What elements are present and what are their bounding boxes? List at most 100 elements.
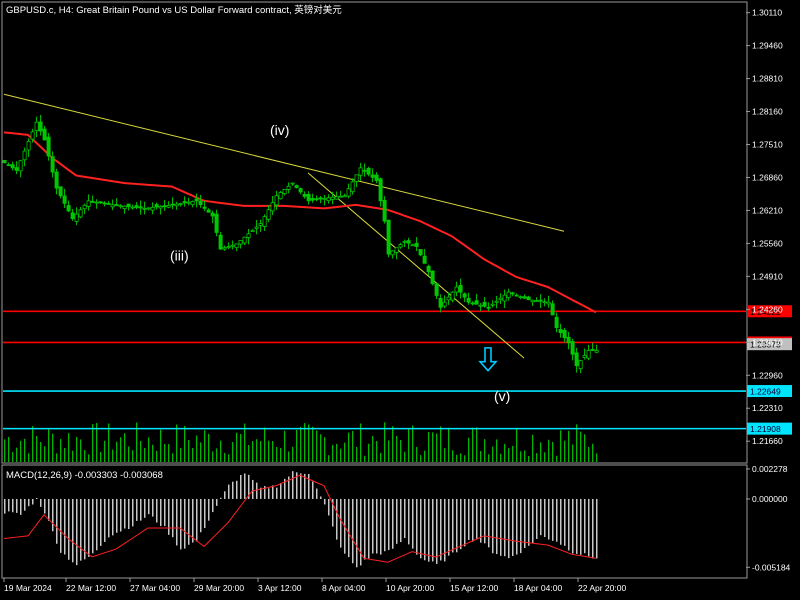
price-tick-label: 1.22960 <box>752 370 783 380</box>
candle-body <box>106 203 111 205</box>
volume-bar <box>192 447 194 462</box>
candle <box>362 163 367 177</box>
candle <box>398 242 403 249</box>
candle-body <box>158 205 163 209</box>
candle <box>298 187 303 195</box>
volume-bar <box>596 453 598 462</box>
volume-bar <box>416 447 418 462</box>
resistance-price-tag[interactable] <box>747 305 792 318</box>
trendline[interactable] <box>307 172 525 359</box>
macd-histogram-bar <box>328 498 330 516</box>
macd-histogram-bar <box>60 498 62 553</box>
candle-body <box>194 198 199 202</box>
candle-body <box>286 185 291 190</box>
candle <box>486 302 491 312</box>
candle-body <box>406 240 411 244</box>
macd-histogram-bar <box>424 498 426 561</box>
macd-histogram-bar <box>556 498 558 542</box>
macd-histogram-bar <box>8 498 10 512</box>
candle <box>54 168 59 195</box>
macd-histogram-bar <box>332 498 334 527</box>
candle-body <box>326 197 331 202</box>
candle <box>366 166 371 177</box>
volume-bar <box>420 455 422 462</box>
volume-bar <box>368 443 370 462</box>
candle <box>286 182 291 194</box>
candle <box>494 295 499 309</box>
candle-body <box>30 131 35 140</box>
support-price-tag[interactable] <box>747 385 792 398</box>
trendlines[interactable] <box>3 93 565 359</box>
candle <box>158 205 163 215</box>
candle <box>418 249 423 257</box>
candle-body <box>334 196 339 200</box>
volume-bar <box>28 453 30 462</box>
macd-histogram-bar <box>444 498 446 562</box>
candle <box>350 178 355 195</box>
candle-body <box>150 206 155 211</box>
current-price-tag[interactable] <box>747 338 792 351</box>
macd-histogram-bar <box>284 478 286 499</box>
support-price-tag[interactable] <box>747 422 792 435</box>
candle <box>46 133 51 161</box>
macd-histogram-bar <box>80 498 82 561</box>
candle-body <box>550 303 555 316</box>
macd-indicator <box>3 471 598 568</box>
macd-histogram-bar <box>48 498 50 521</box>
macd-histogram-bar <box>20 498 22 515</box>
candle <box>338 190 343 198</box>
time-tick-label: 3 Apr 12:00 <box>258 583 302 593</box>
candle-body <box>438 297 443 308</box>
macd-histogram-bar <box>308 474 310 499</box>
macd-histogram-bar <box>412 498 414 549</box>
wave-label: (v) <box>494 388 510 404</box>
macd-histogram-bar <box>304 473 306 499</box>
candle <box>142 201 147 215</box>
macd-histogram-bar <box>32 498 34 505</box>
candle <box>542 298 547 307</box>
macd-histogram-bar <box>440 498 442 561</box>
macd-histogram-bar <box>520 498 522 554</box>
volume-bar <box>44 446 46 462</box>
candle-body <box>34 121 39 131</box>
macd-histogram-bar <box>228 484 230 499</box>
candle-body <box>138 206 143 209</box>
macd-histogram-bar <box>336 498 338 540</box>
volume-bar <box>348 432 350 462</box>
candle <box>358 162 363 181</box>
candle <box>530 299 535 306</box>
candle-body <box>510 292 515 295</box>
price-axis[interactable]: 1.30110 1.29460 1.28810 1.28160 1.27510 1.268… <box>746 8 791 573</box>
macd-histogram-bar <box>552 498 554 541</box>
annotations: (iii) (iv) (v) <box>170 122 510 404</box>
candle <box>314 195 319 202</box>
volume-bar <box>60 439 62 462</box>
volume-bar <box>356 446 358 462</box>
time-axis[interactable]: 19 Mar 2024 22 Mar 12:00 27 Mar 04:00 29 Ma… <box>3 578 626 593</box>
candle-body <box>522 296 527 299</box>
volume-bar <box>336 443 338 462</box>
macd-histogram-bar <box>452 498 454 553</box>
candle-body <box>442 301 447 307</box>
trendline[interactable] <box>3 93 565 232</box>
macd-histogram-bar <box>532 498 534 544</box>
candle-body <box>434 283 439 296</box>
volume-bar <box>236 432 238 462</box>
candle-body <box>482 301 487 307</box>
candle-body <box>390 250 395 256</box>
candle <box>554 312 559 333</box>
macd-histogram-bar <box>428 498 430 562</box>
time-tick-label: 8 Apr 04:00 <box>322 583 366 593</box>
volume-bar <box>56 453 58 462</box>
candle-body <box>582 355 587 359</box>
macd-histogram-bar <box>204 498 206 528</box>
macd-histogram-bar <box>528 498 530 546</box>
candle <box>450 291 455 303</box>
volume-bar <box>320 434 322 462</box>
candle <box>238 240 243 249</box>
candle <box>6 162 11 167</box>
candle <box>470 301 475 306</box>
candle <box>378 177 383 207</box>
candle-body <box>142 208 147 210</box>
